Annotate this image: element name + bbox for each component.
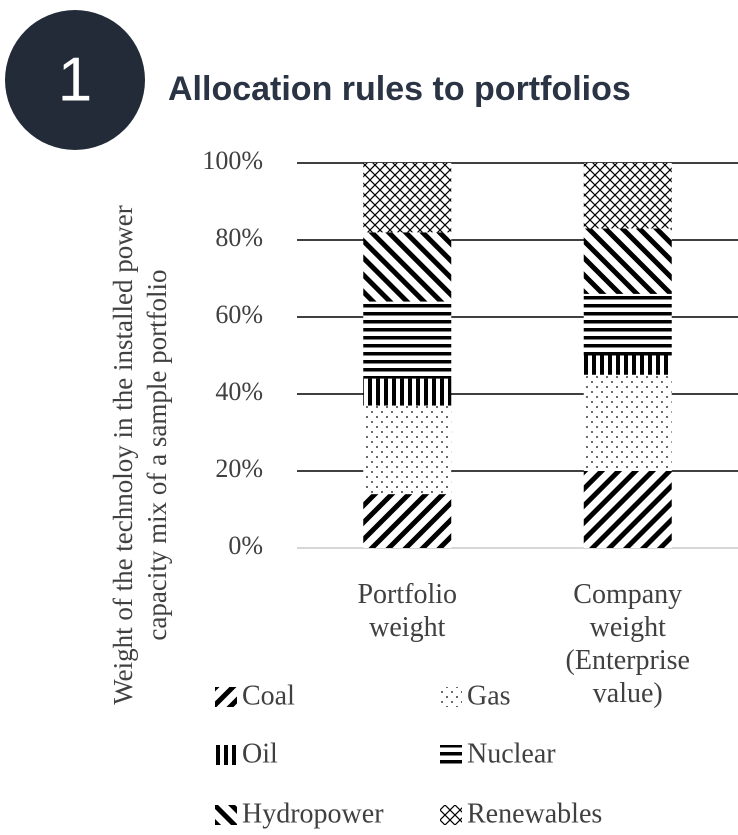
legend-swatch xyxy=(440,745,462,765)
legend-label: Nuclear xyxy=(467,738,556,769)
y-tick-label: 40% xyxy=(215,377,263,406)
chart-title: Allocation rules to portfolios xyxy=(168,70,631,108)
bar-segment xyxy=(363,232,452,302)
bar-segment xyxy=(583,293,672,356)
y-tick-label: 60% xyxy=(215,300,263,329)
legend-label: Renewables xyxy=(467,798,602,829)
legend-swatch xyxy=(440,687,462,707)
bar-segment xyxy=(583,374,672,471)
legend-swatch xyxy=(215,805,237,825)
x-tick-label: Portfolio weight xyxy=(357,579,458,643)
bar-segment xyxy=(363,405,452,495)
y-axis-label: Weight of the technoloy in the installed… xyxy=(108,205,172,705)
badge-number: 1 xyxy=(58,45,92,114)
y-tick-label: 0% xyxy=(228,531,263,560)
y-tick-label: 100% xyxy=(202,146,263,175)
bar-segment xyxy=(583,228,672,294)
legend-label: Coal xyxy=(242,680,295,711)
legend-swatch xyxy=(440,805,462,825)
bar-segment xyxy=(583,163,672,229)
badge xyxy=(5,10,145,150)
legend-label: Gas xyxy=(467,680,511,711)
bar-segment xyxy=(363,163,452,233)
bar-segment xyxy=(363,494,452,548)
legend-label: Hydropower xyxy=(242,798,384,829)
y-tick-label: 20% xyxy=(215,454,263,483)
bar-segment xyxy=(583,471,672,548)
x-tick-label: Company weight (Enterprise value) xyxy=(565,579,690,709)
bar-segment xyxy=(363,301,452,379)
y-tick-label: 80% xyxy=(215,223,263,252)
legend-swatch xyxy=(215,687,237,707)
legend-label: Oil xyxy=(242,738,278,769)
bar-segment xyxy=(583,355,672,375)
legend-swatch xyxy=(215,745,237,765)
bar-segment xyxy=(363,378,452,406)
